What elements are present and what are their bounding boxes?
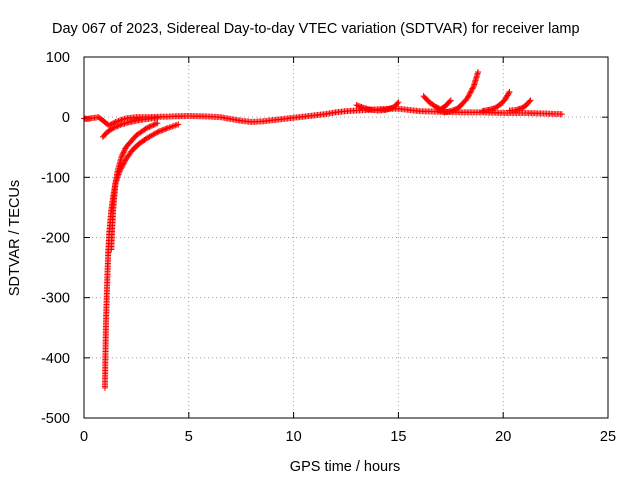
data-point	[446, 98, 453, 105]
data-point	[145, 124, 152, 131]
axis-ticks: 0 5 10 15 20 25 -500 -400 -300 -200 -100 0 100	[41, 50, 616, 445]
data-point	[121, 146, 128, 153]
data-point	[120, 161, 127, 168]
data-point	[117, 121, 124, 128]
plot-area	[81, 69, 565, 391]
data-point	[385, 105, 392, 112]
series	[506, 97, 534, 114]
data-point	[166, 124, 173, 131]
data-point	[558, 111, 565, 118]
data-point	[164, 124, 171, 131]
data-point	[111, 124, 118, 131]
y-tick-label: -400	[41, 351, 70, 367]
data-point	[384, 106, 391, 113]
data-point	[505, 90, 512, 97]
data-point	[506, 88, 513, 95]
data-point	[394, 100, 401, 107]
data-point	[151, 121, 158, 128]
data-point	[465, 92, 472, 99]
data-point	[467, 89, 474, 96]
y-tick-label: -100	[41, 170, 70, 186]
data-point	[159, 127, 166, 134]
data-point	[170, 122, 177, 129]
data-point	[114, 123, 121, 130]
data-point	[468, 86, 475, 93]
series	[101, 121, 182, 391]
data-point	[162, 126, 169, 133]
plot-frame	[83, 56, 609, 419]
y-tick-label: -200	[41, 231, 70, 247]
y-axis-label: SDTVAR / TECUs	[7, 180, 23, 296]
x-tick-label: 25	[600, 429, 616, 445]
data-point	[466, 90, 473, 97]
x-tick-label: 15	[390, 429, 406, 445]
data-point	[109, 125, 116, 132]
data-point	[173, 121, 180, 128]
data-point	[149, 122, 156, 129]
series	[99, 114, 161, 141]
data-point	[160, 126, 167, 133]
data-point	[382, 106, 389, 113]
data-point	[153, 120, 160, 127]
series	[108, 120, 161, 253]
data-point	[464, 94, 471, 101]
data-point	[388, 104, 395, 111]
data-point	[395, 99, 402, 106]
y-tick-label: -300	[41, 291, 70, 307]
data-point	[469, 85, 476, 92]
x-tick-label: 0	[80, 429, 88, 445]
data-point	[475, 69, 482, 76]
data-point	[147, 123, 154, 130]
x-tick-label: 5	[185, 429, 193, 445]
series	[353, 99, 402, 114]
y-tick-label: -500	[41, 411, 70, 427]
data-point	[112, 118, 119, 125]
data-point	[111, 119, 118, 126]
data-point	[526, 98, 533, 105]
data-point	[150, 121, 157, 128]
series	[479, 88, 513, 115]
data-point	[169, 123, 176, 130]
data-point	[120, 149, 127, 156]
data-point	[115, 122, 122, 129]
data-point	[153, 129, 160, 136]
data-point	[158, 127, 165, 134]
chart-title: Day 067 of 2023, Sidereal Day-to-day VTE…	[52, 21, 580, 37]
data-point	[119, 151, 126, 158]
data-point	[146, 123, 153, 130]
data-point	[121, 148, 128, 155]
data-point	[470, 84, 477, 91]
x-tick-label: 20	[495, 429, 511, 445]
x-axis-label: GPS time / hours	[290, 459, 400, 475]
data-point	[120, 160, 127, 167]
y-tick-label: 100	[46, 50, 70, 66]
data-point	[113, 118, 120, 125]
data-point	[465, 93, 472, 100]
data-point	[154, 114, 161, 121]
data-point	[113, 123, 120, 130]
data-point	[175, 121, 182, 128]
data-point	[167, 123, 174, 130]
data-point	[387, 105, 394, 112]
data-point	[119, 150, 126, 157]
data-point	[118, 153, 125, 160]
data-point	[527, 97, 534, 104]
data-point	[110, 124, 117, 131]
data-point	[468, 88, 475, 95]
x-tick-label: 10	[286, 429, 302, 445]
data-point	[155, 128, 162, 135]
series	[435, 69, 482, 116]
data-point	[154, 129, 161, 136]
y-tick-label: 0	[62, 110, 70, 126]
data-point	[143, 124, 150, 131]
data-point	[163, 125, 170, 132]
data-point	[172, 122, 179, 129]
data-point	[154, 120, 161, 127]
data-point	[156, 128, 163, 135]
data-point	[447, 97, 454, 104]
